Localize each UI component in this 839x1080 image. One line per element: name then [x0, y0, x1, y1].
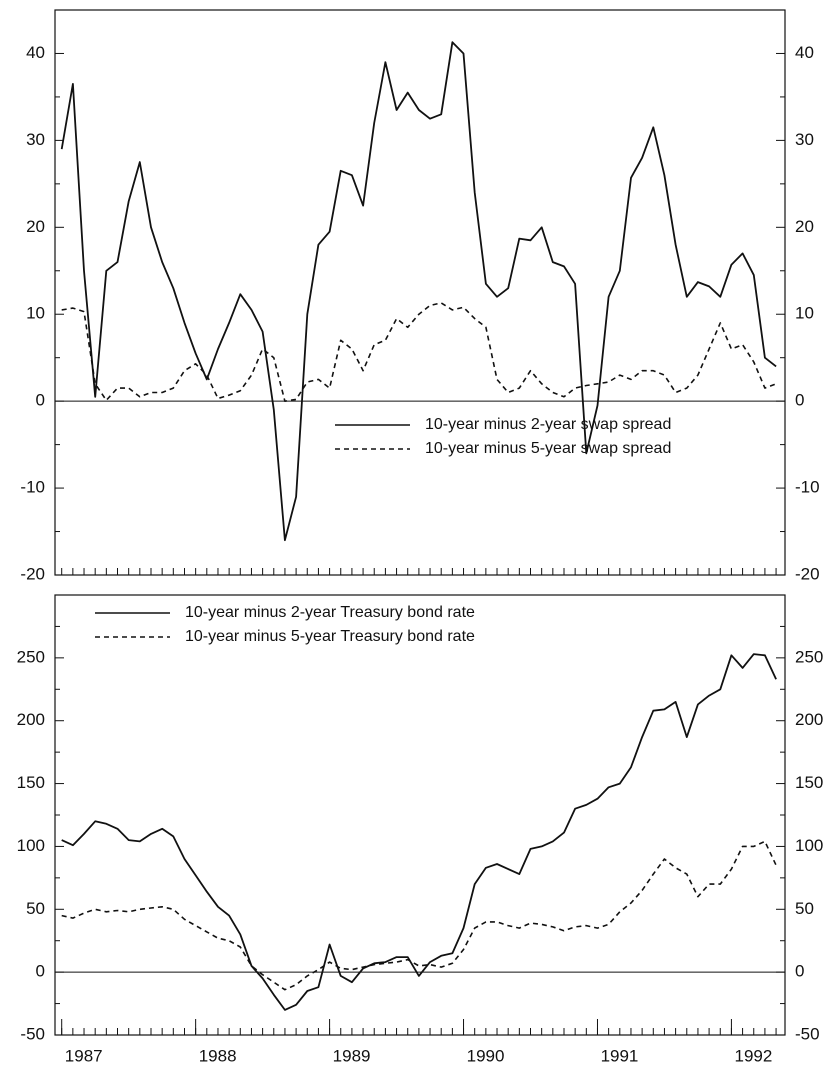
y2-tick-label: 50 — [795, 899, 814, 918]
series-line — [61, 302, 777, 402]
legend-label: 10-year minus 5-year Treasury bond rate — [185, 628, 475, 645]
plot-frame — [54, 9, 786, 576]
y2-tick-label: -50 — [795, 1024, 820, 1043]
y2-tick-label: -20 — [795, 564, 820, 583]
y2-tick-label: 20 — [795, 217, 814, 236]
y-tick-label: 0 — [36, 962, 45, 981]
y2-tick-label: 250 — [795, 647, 823, 666]
series-line — [61, 653, 777, 1011]
y-tick-label: 100 — [17, 836, 45, 855]
y2-tick-label: 150 — [795, 773, 823, 792]
y2-tick-label: 0 — [795, 962, 804, 981]
y2-tick-label: 30 — [795, 130, 814, 149]
y-tick-label: 30 — [26, 130, 45, 149]
y-tick-label: 0 — [36, 391, 45, 410]
y2-tick-label: 100 — [795, 836, 823, 855]
series-line — [60, 41, 777, 542]
y2-tick-label: 10 — [795, 304, 814, 323]
y-tick-label: -20 — [20, 564, 45, 583]
legend-label: 10-year minus 5-year swap spread — [425, 440, 671, 457]
y2-tick-label: 0 — [795, 391, 804, 410]
y2-tick-label: 200 — [795, 710, 823, 729]
x-tick-label: 1991 — [601, 1046, 639, 1065]
x-tick-label: 1987 — [65, 1046, 103, 1065]
x-tick-label: 1988 — [199, 1046, 237, 1065]
x-tick-label: 1989 — [333, 1046, 371, 1065]
x-tick-label: 1992 — [735, 1046, 773, 1065]
legend-label: 10-year minus 2-year Treasury bond rate — [185, 604, 475, 621]
series-line — [61, 840, 777, 991]
y2-tick-label: -10 — [795, 478, 820, 497]
y-tick-label: 200 — [17, 710, 45, 729]
y-tick-label: 250 — [17, 647, 45, 666]
legend-label: 10-year minus 2-year swap spread — [425, 416, 671, 433]
plot-frame — [54, 594, 786, 1036]
y-tick-label: -10 — [20, 478, 45, 497]
y-tick-label: 10 — [26, 304, 45, 323]
y-tick-label: -50 — [20, 1024, 45, 1043]
y-tick-label: 50 — [26, 899, 45, 918]
y-tick-label: 20 — [26, 217, 45, 236]
y-tick-label: 40 — [26, 43, 45, 62]
x-tick-label: 1990 — [467, 1046, 505, 1065]
y-tick-label: 150 — [17, 773, 45, 792]
y2-tick-label: 40 — [795, 43, 814, 62]
